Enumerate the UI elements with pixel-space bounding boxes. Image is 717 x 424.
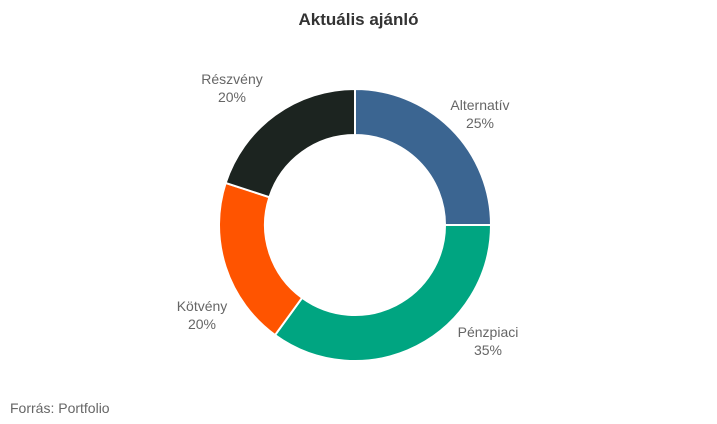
slice-kötvény[interactable] [218,181,304,337]
donut-slices [218,87,493,362]
slice-label-value: 20% [218,89,246,105]
slice-pénzpiaci[interactable] [273,224,493,362]
slice-részvény[interactable] [224,87,356,199]
slice-label-name: Részvény [201,71,262,87]
slice-label-value: 20% [188,316,216,332]
slice-label-value: 25% [466,115,494,131]
slice-label-name: Pénzpiaci [458,324,519,340]
slice-label-name: Kötvény [177,298,228,314]
chart-title: Aktuális ajánló [298,10,419,29]
source-note: Forrás: Portfolio [10,400,110,416]
slice-label-value: 35% [474,342,502,358]
slice-label-name: Alternatív [450,97,509,113]
slice-labels: Alternatív 25% Pénzpiaci 35% Kötvény 20% Részv… [177,71,519,358]
